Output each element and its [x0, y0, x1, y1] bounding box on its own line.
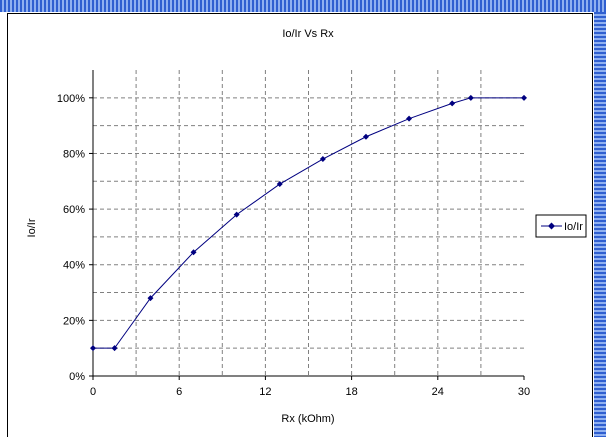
legend-label: Io/Ir: [564, 221, 583, 233]
data-point: [362, 133, 369, 140]
x-tick-label: 0: [90, 386, 96, 398]
data-point: [90, 345, 96, 352]
window-right-border: [594, 12, 606, 437]
data-point: [233, 211, 240, 218]
y-tick-label: 20%: [63, 315, 85, 327]
data-point: [147, 295, 154, 302]
data-point: [521, 94, 527, 101]
legend-marker: [548, 222, 555, 230]
window-top-border: [0, 0, 606, 12]
data-point: [319, 156, 326, 163]
chart-title: Io/Ir Vs Rx: [282, 28, 334, 40]
y-tick-labels: 0% 20% 40% 60% 80% 100%: [57, 93, 85, 383]
legend: Io/Ir: [535, 214, 587, 238]
x-tick-label: 12: [259, 386, 271, 398]
data-point: [276, 181, 283, 188]
series-layer: [90, 94, 527, 352]
chart-svg: Io/Ir Vs Rx 0 6 12 18 24 30 0% 20% 40% 60% 80% 100…: [26, 28, 587, 425]
x-tick-label: 18: [345, 386, 357, 398]
x-tick-label: 24: [432, 386, 444, 398]
x-tick-label: 30: [518, 386, 530, 398]
axes: [89, 70, 525, 380]
x-tick-label: 6: [176, 386, 182, 398]
data-point: [111, 345, 118, 352]
x-tick-labels: 0 6 12 18 24 30: [90, 386, 530, 398]
y-tick-label: 60%: [63, 204, 85, 216]
chart-area: Io/Ir Vs Rx 0 6 12 18 24 30 0% 20% 40% 60% 80% 100…: [7, 13, 593, 437]
y-tick-label: 40%: [63, 260, 85, 272]
data-point: [406, 115, 413, 122]
y-axis-label: Io/Ir: [26, 218, 38, 237]
y-tick-label: 80%: [63, 148, 85, 160]
series-line: [93, 97, 524, 349]
x-axis-label: Rx (kOhm): [281, 413, 334, 425]
y-tick-label: 100%: [57, 93, 85, 105]
data-point: [449, 100, 456, 107]
y-tick-label: 0%: [69, 371, 85, 383]
data-point: [467, 94, 474, 101]
gridlines: [93, 70, 524, 376]
data-point: [190, 249, 197, 256]
